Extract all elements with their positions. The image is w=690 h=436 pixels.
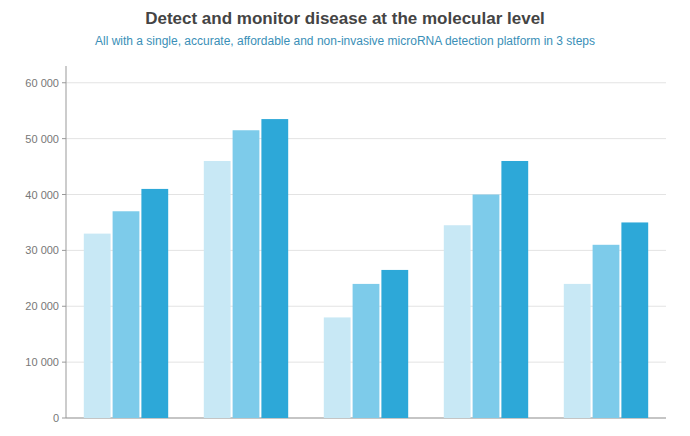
bar (233, 130, 260, 418)
title: Detect and monitor disease at the molecu… (145, 9, 545, 28)
y-tick-label: 40 000 (25, 189, 59, 201)
chart-container: Detect and monitor disease at the molecu… (0, 0, 690, 436)
y-tick-label: 20 000 (25, 300, 59, 312)
grid-line (66, 138, 666, 139)
y-tick-label: 50 000 (25, 133, 59, 145)
bar (564, 284, 591, 418)
y-tick-label: 10 000 (25, 356, 59, 368)
y-tick-label: 60 000 (25, 77, 59, 89)
bar (84, 234, 111, 418)
bar (141, 189, 168, 418)
y-tick (62, 362, 66, 363)
bar (593, 245, 620, 418)
y-axis: 0 10 000 20 000 30 000 40 000 50 000 60 000 (25, 66, 666, 424)
bar (324, 317, 351, 418)
bar (621, 222, 648, 418)
y-tick (62, 306, 66, 307)
y-tick (62, 418, 66, 419)
subtitle: All with a single, accurate, affordable … (95, 34, 595, 48)
y-tick (62, 250, 66, 251)
bar (444, 225, 471, 418)
grid-line (66, 82, 666, 83)
bars (84, 119, 648, 418)
y-tick-label: 30 000 (25, 244, 59, 256)
y-tick-label: 0 (53, 412, 59, 424)
y-axis-line (66, 66, 67, 418)
bar (501, 161, 528, 418)
bar (261, 119, 288, 418)
bar (381, 270, 408, 418)
bar (473, 195, 500, 418)
y-tick (62, 82, 66, 83)
bar (204, 161, 231, 418)
chart-svg: Detect and monitor disease at the molecu… (0, 0, 690, 436)
bar (353, 284, 380, 418)
y-tick (62, 194, 66, 195)
y-tick (62, 138, 66, 139)
bar (113, 211, 140, 418)
